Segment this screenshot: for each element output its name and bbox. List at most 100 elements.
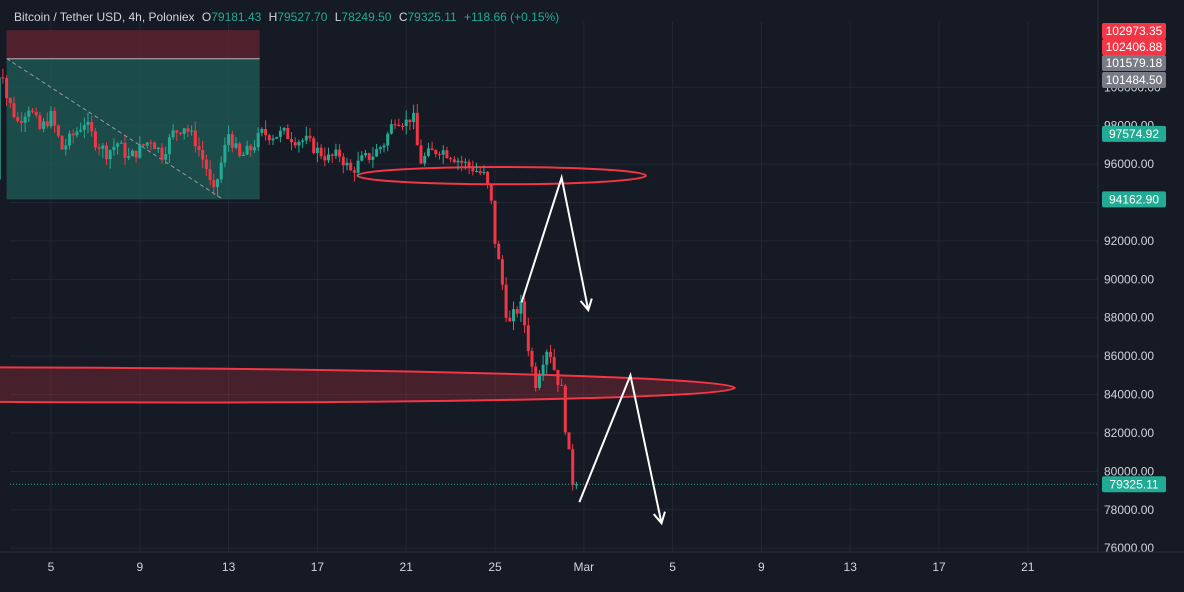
candle-body [482, 171, 486, 174]
candle-body [271, 138, 275, 141]
candle-body [345, 162, 349, 166]
candle-body [193, 130, 197, 147]
candle-body [574, 484, 578, 486]
time-tick-label: Mar [573, 560, 594, 574]
trend-line [6, 58, 223, 200]
candle-body [27, 110, 31, 117]
candle-body [449, 158, 453, 160]
candle-body [456, 160, 460, 163]
arrow-head [652, 511, 666, 526]
candle-body [530, 350, 534, 367]
candle-body [460, 160, 464, 163]
high-label: H [268, 10, 278, 24]
candle-body [42, 121, 46, 129]
candle-body [445, 150, 449, 159]
time-axis[interactable]: 5 9 13 17 21 25 Mar 5 9 13 17 21 [0, 551, 1184, 574]
candle-body [356, 160, 360, 173]
candle-body [560, 384, 564, 386]
candle-body [282, 127, 286, 131]
candle-body [438, 154, 441, 156]
candle-body [367, 153, 371, 160]
candle-body [119, 142, 123, 144]
candle-body [382, 145, 386, 148]
candle-body [123, 142, 127, 158]
price-label-text: 101484.50 [1106, 73, 1163, 87]
candle-body [116, 143, 120, 147]
grid-lines [10, 22, 1098, 552]
price-label-text: 102973.35 [1106, 24, 1163, 38]
candle-body [267, 135, 271, 141]
candle-body [571, 449, 575, 485]
candle-body [312, 138, 316, 154]
candle-body [338, 149, 342, 157]
candle-body [264, 128, 268, 136]
candle-body [378, 147, 382, 150]
candle-body [315, 147, 319, 154]
candle-body [515, 309, 519, 314]
candle-body [426, 148, 430, 156]
candle-body [149, 142, 153, 144]
candle-body [197, 146, 201, 151]
price-axis[interactable]: 100000.0098000.0096000.0094000.0092000.0… [1097, 0, 1184, 592]
candle-body [397, 124, 401, 126]
candle-body [364, 153, 367, 156]
candle-body [330, 154, 334, 156]
candle-body [68, 133, 71, 146]
candle-body [319, 147, 323, 157]
candle-body [134, 150, 138, 158]
candle-body [19, 121, 23, 123]
candle-body [90, 121, 94, 132]
candle-body [190, 130, 194, 132]
price-tick-label: 86000.00 [1104, 349, 1154, 363]
candle-body [49, 110, 53, 127]
time-tick-label: 5 [48, 560, 55, 574]
close-label: C [398, 10, 408, 24]
candle-body [230, 134, 234, 148]
candle-body [204, 159, 208, 170]
candle-body [452, 159, 456, 163]
candle-body [493, 200, 497, 244]
price-label: 101579.18 [1102, 55, 1166, 71]
candle-body [249, 145, 253, 151]
candle-body [253, 147, 256, 151]
arrow-path [520, 173, 590, 311]
candle-body [508, 317, 512, 322]
candle-body [290, 139, 293, 143]
price-label-bg [1102, 476, 1166, 493]
price-label-text: 101579.18 [1106, 56, 1163, 70]
candle-body [463, 161, 467, 163]
candle-body [441, 150, 445, 155]
candle-body [434, 150, 438, 155]
candle-body [245, 145, 249, 155]
candle-body [304, 135, 308, 141]
price-label-bg [1102, 191, 1166, 208]
candle-body [156, 147, 160, 150]
candle-body [101, 145, 105, 149]
candle-body [297, 141, 301, 146]
price-tick-label: 96000.00 [1104, 157, 1154, 171]
candle-body [327, 154, 330, 161]
zone-ellipse [356, 165, 647, 186]
price-tick-label: 90000.00 [1104, 272, 1154, 286]
candle-body [75, 131, 79, 136]
candle-body [471, 166, 475, 172]
price-label: 94162.90 [1102, 191, 1166, 208]
zone-ellipse [0, 366, 736, 404]
candle-body [238, 143, 242, 156]
close-value: 79325.11 [407, 10, 457, 24]
candle-body [541, 364, 545, 376]
candle-body [415, 112, 419, 146]
price-label-text: 79325.11 [1109, 477, 1158, 491]
price-label: 97574.92 [1102, 125, 1166, 142]
candle-body [552, 357, 556, 370]
price-label: 101484.50 [1102, 72, 1166, 88]
candle-body [212, 180, 216, 188]
low-value: 78249.50 [341, 10, 392, 24]
arrows-layer [520, 173, 666, 526]
candle-body [389, 124, 393, 134]
candle-body [519, 301, 523, 314]
open-label: O [201, 10, 212, 24]
candle-body [486, 171, 490, 185]
candle-body [64, 145, 68, 150]
